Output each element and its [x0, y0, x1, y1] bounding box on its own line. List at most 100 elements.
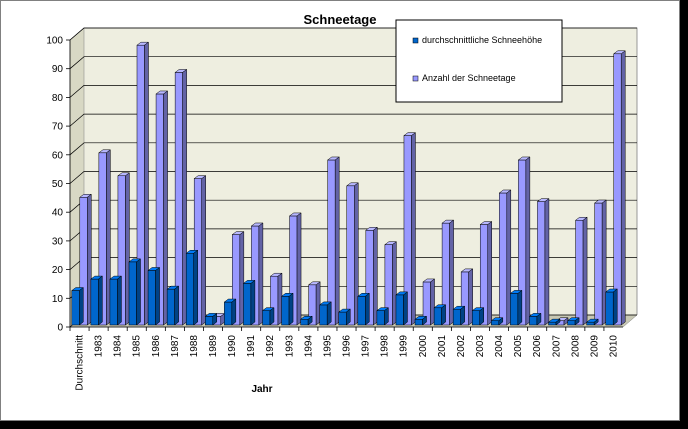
bar-schneetage: [441, 219, 455, 326]
x-tick-label: 1989: [208, 335, 219, 358]
y-tick-label: 10: [52, 294, 64, 305]
x-tick-label: 1999: [399, 335, 410, 358]
y-tick-label: 40: [52, 208, 64, 219]
y-tick-label: 90: [52, 64, 64, 75]
bar-schneetage: [536, 198, 550, 326]
bar-schneetage: [307, 281, 321, 326]
legend: durchschnittliche Schneehöhe Anzahl der …: [395, 19, 563, 103]
bar-schneehoehe: [185, 249, 199, 326]
x-tick-label: 2005: [513, 335, 524, 358]
y-tick-label: 20: [52, 265, 64, 276]
x-axis-ticks: Durchschnitt 1983 1984 1985 1986 1987 1988 1989…: [69, 326, 623, 391]
bar-schneehoehe: [318, 301, 332, 326]
x-tick-label: 1994: [303, 335, 314, 358]
bar-schneehoehe: [585, 318, 599, 326]
x-tick-label: 1996: [342, 335, 353, 358]
bar-schneetage: [231, 231, 245, 326]
bar-schneehoehe: [166, 285, 180, 326]
bar-schneehoehe: [395, 291, 409, 326]
bar-schneetage: [365, 226, 379, 326]
x-tick-label: 2003: [475, 335, 486, 358]
bar-schneehoehe: [147, 266, 161, 326]
legend-box: [395, 19, 563, 103]
legend-label-schneehoehe: durchschnittliche Schneehöhe: [422, 35, 542, 45]
x-tick-label: 2004: [494, 335, 505, 358]
x-tick-label: 2006: [532, 335, 543, 358]
x-tick-label: 1987: [170, 335, 181, 358]
x-tick-label: 1992: [265, 335, 276, 358]
bar-schneehoehe: [414, 315, 428, 326]
bar-schneehoehe: [338, 308, 351, 326]
x-tick-label: 2007: [551, 335, 562, 358]
bar-schneehoehe: [528, 312, 542, 326]
bar-schneetage: [479, 221, 493, 326]
y-tick-label: 100: [46, 36, 63, 47]
bar-schneetage: [574, 216, 588, 326]
bar-schneehoehe: [128, 258, 142, 326]
bar-schneetage: [593, 199, 607, 326]
bar-schneehoehe: [109, 275, 123, 326]
bar-schneehoehe: [566, 317, 580, 326]
bar-schneehoehe: [299, 315, 313, 326]
bar-schneehoehe: [547, 318, 561, 326]
chart-title: Schneetage: [304, 12, 377, 27]
x-tick-label: 2000: [418, 335, 429, 358]
x-tick-label: 2001: [437, 335, 448, 358]
bar-schneehoehe: [471, 307, 485, 326]
bar-schneetage: [498, 189, 512, 326]
x-tick-label: 2008: [570, 335, 581, 358]
bar-schneetage: [403, 132, 417, 326]
gridline: [69, 113, 637, 127]
x-tick-label: 1993: [284, 335, 295, 358]
legend-swatch-schneetage: [412, 75, 419, 82]
x-tick-label: 2002: [456, 335, 467, 358]
bar-schneetage: [612, 50, 626, 326]
y-tick-label: 80: [52, 93, 64, 104]
x-tick-label: 1990: [227, 335, 238, 358]
bar-schneehoehe: [261, 307, 275, 326]
x-tick-label: 1991: [246, 335, 257, 358]
y-tick-label: 50: [52, 179, 64, 190]
bar-schneehoehe: [452, 305, 466, 326]
bars: [71, 41, 626, 326]
x-tick-label: 1988: [189, 335, 200, 358]
bar-schneetage: [326, 156, 340, 326]
bar-schneehoehe: [509, 289, 523, 326]
x-tick-label: 1986: [151, 335, 162, 358]
x-tick-label: 1985: [132, 335, 143, 358]
bar-schneehoehe: [433, 304, 447, 326]
bar-schneehoehe: [357, 292, 371, 326]
bar-schneehoehe: [90, 275, 104, 326]
y-axis-ticks: 0 10 20 30 40 50 60 70 80 90 100: [46, 36, 71, 334]
x-tick-label: 1983: [94, 335, 105, 358]
x-tick-label: 2010: [608, 335, 619, 358]
gridline: [69, 171, 637, 184]
bar-schneehoehe: [376, 307, 390, 326]
x-tick-label: 1984: [113, 335, 124, 358]
x-tick-label: 1998: [380, 335, 391, 358]
bar-schneetage: [422, 278, 436, 326]
x-tick-label: 1995: [322, 335, 333, 358]
bar-schneehoehe: [604, 288, 618, 326]
x-axis-label: Jahr: [251, 384, 272, 395]
x-tick-label: 1997: [361, 335, 372, 358]
back-wall: [70, 28, 637, 327]
y-tick-label: 70: [52, 122, 64, 133]
bar-schneehoehe: [223, 298, 237, 326]
bar-schneetage: [346, 182, 359, 326]
bar-schneehoehe: [71, 287, 85, 326]
legend-label-schneetage: Anzahl der Schneetage: [422, 73, 516, 83]
bar-schneehoehe: [280, 292, 294, 326]
bar-schneetage: [79, 193, 93, 326]
y-tick-label: 60: [52, 150, 64, 161]
y-tick-label: 30: [52, 236, 64, 247]
bar-schneehoehe: [204, 312, 218, 326]
legend-swatch-schneehoehe: [412, 37, 419, 44]
bar-schneehoehe: [242, 279, 256, 326]
bar-schneehoehe: [490, 317, 504, 326]
gridline: [69, 142, 637, 156]
bar-schneetage: [136, 41, 150, 326]
x-tick-label: 2009: [589, 335, 600, 358]
y-tick-label: 0: [57, 323, 63, 334]
